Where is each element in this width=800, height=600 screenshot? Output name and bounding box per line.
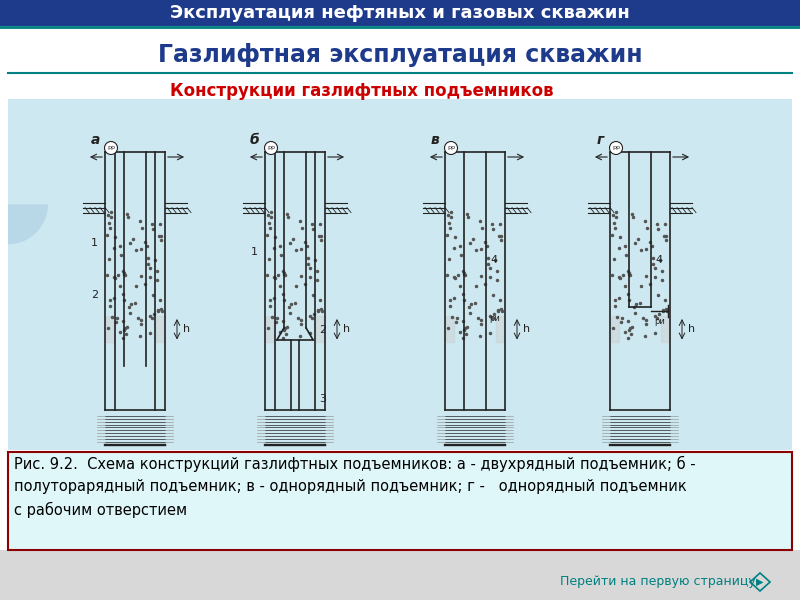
Text: б: б xyxy=(250,133,260,147)
Bar xyxy=(8,99,792,450)
Text: 3: 3 xyxy=(319,394,326,404)
Circle shape xyxy=(265,142,278,154)
Text: Перейти на первую страницу: Перейти на первую страницу xyxy=(560,575,756,589)
Text: 4: 4 xyxy=(655,256,662,265)
Text: h: h xyxy=(343,324,350,334)
Text: 4: 4 xyxy=(490,256,497,265)
Text: h: h xyxy=(688,324,695,334)
Bar xyxy=(0,0,800,26)
Bar xyxy=(0,550,800,600)
Text: 1: 1 xyxy=(91,238,98,248)
Text: рр: рр xyxy=(447,145,455,151)
Text: 1: 1 xyxy=(251,247,258,257)
Wedge shape xyxy=(8,204,48,244)
Circle shape xyxy=(105,142,118,154)
Text: ри: ри xyxy=(654,317,665,326)
Text: h: h xyxy=(183,324,190,334)
FancyBboxPatch shape xyxy=(8,452,792,550)
Text: Эксплуатация нефтяных и газовых скважин: Эксплуатация нефтяных и газовых скважин xyxy=(170,4,630,22)
Text: а: а xyxy=(90,133,100,147)
Text: г: г xyxy=(596,133,604,147)
Text: 2: 2 xyxy=(91,290,98,301)
Text: h: h xyxy=(523,324,530,334)
Bar xyxy=(0,26,800,552)
Circle shape xyxy=(445,142,458,154)
Text: Газлифтная эксплуатация скважин: Газлифтная эксплуатация скважин xyxy=(158,43,642,67)
Text: в: в xyxy=(430,133,439,147)
Text: ри: ри xyxy=(489,314,500,323)
Text: рр: рр xyxy=(612,145,620,151)
Text: Конструкции газлифтных подъемников: Конструкции газлифтных подъемников xyxy=(170,82,554,100)
Text: рр: рр xyxy=(267,145,275,151)
Circle shape xyxy=(610,142,622,154)
Text: ▶: ▶ xyxy=(756,577,764,587)
Text: Рис. 9.2.  Схема конструкций газлифтных подъемников: а - двухрядный подъемник; б: Рис. 9.2. Схема конструкций газлифтных п… xyxy=(14,456,696,518)
Text: 2: 2 xyxy=(319,325,326,335)
Text: рр: рр xyxy=(107,145,115,151)
